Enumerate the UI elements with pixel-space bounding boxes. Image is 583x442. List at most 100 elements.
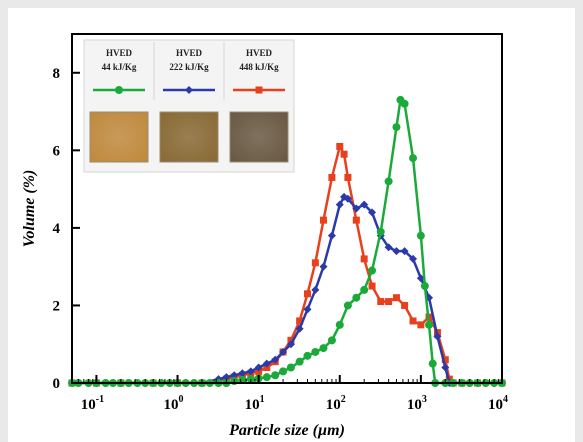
- plot-area-border: [71, 33, 503, 384]
- series-line: [72, 195, 502, 385]
- data-point: [352, 216, 360, 224]
- data-point: [271, 371, 280, 380]
- data-point: [336, 142, 344, 150]
- y-tick-label: 4: [53, 221, 61, 237]
- x-tick-exponent: 0: [179, 394, 184, 405]
- data-point: [417, 321, 425, 329]
- particle-size-chart: HVED 44 kJ/Kg HVED 222 kJ/Kg HVED 448 kJ/Kg 0…: [21, 33, 509, 439]
- legend-label-line1: HVED: [176, 48, 203, 58]
- data-point: [254, 363, 263, 372]
- data-point: [295, 357, 304, 366]
- x-tick-exponent: 3: [422, 394, 427, 405]
- data-point: [255, 86, 263, 94]
- data-point: [377, 298, 385, 306]
- data-point: [185, 86, 193, 94]
- data-point: [409, 317, 417, 325]
- data-point: [327, 336, 336, 345]
- data-point: [360, 285, 369, 294]
- x-tick-base: 10: [81, 397, 96, 413]
- sample-222-image: [159, 111, 219, 163]
- legend-label-line2: 222 kJ/Kg: [169, 62, 209, 72]
- x-tick-exponent: -1: [96, 394, 104, 405]
- data-point: [262, 359, 271, 368]
- data-point: [360, 200, 369, 209]
- x-tick-label: 104: [488, 394, 508, 413]
- data-point: [360, 255, 368, 263]
- data-point: [409, 154, 418, 163]
- data-point: [319, 262, 328, 271]
- y-tick-label: 0: [53, 376, 61, 392]
- data-point: [340, 150, 348, 158]
- data-point: [303, 290, 311, 298]
- x-tick-exponent: 4: [503, 394, 508, 405]
- data-point: [319, 216, 327, 224]
- data-point: [335, 200, 344, 209]
- data-point: [409, 254, 418, 263]
- chart-frame: HVED 44 kJ/Kg HVED 222 kJ/Kg HVED 448 kJ/Kg 0…: [8, 8, 575, 442]
- x-tick-exponent: 1: [260, 394, 265, 405]
- data-point: [416, 231, 425, 240]
- data-point: [246, 367, 255, 376]
- data-point: [271, 355, 280, 364]
- data-point: [401, 301, 409, 309]
- data-point: [384, 177, 393, 186]
- data-point: [384, 243, 393, 252]
- data-point: [425, 320, 434, 329]
- data-point: [433, 332, 442, 341]
- data-point: [303, 351, 312, 360]
- legend-label-line2: 44 kJ/Kg: [102, 62, 137, 72]
- legend-label-line2: 448 kJ/Kg: [239, 62, 279, 72]
- data-point: [420, 282, 429, 291]
- sample-448-image: [229, 111, 289, 163]
- x-tick-base: 10: [407, 397, 422, 413]
- data-point: [311, 259, 319, 267]
- data-point: [352, 293, 361, 302]
- x-tick-base: 10: [164, 397, 179, 413]
- data-point: [335, 320, 344, 329]
- x-tick-label: 103: [407, 394, 427, 413]
- legend-label-line1: HVED: [246, 48, 273, 58]
- data-point: [311, 285, 320, 294]
- x-tick-base: 10: [245, 397, 260, 413]
- x-tick-label: 101: [245, 394, 265, 413]
- y-tick-label: 6: [53, 143, 61, 159]
- data-point: [115, 86, 123, 94]
- data-point: [344, 173, 352, 181]
- data-point: [279, 367, 288, 376]
- data-point: [392, 294, 400, 302]
- data-point: [392, 247, 401, 256]
- y-tick-label: 2: [53, 298, 61, 314]
- x-tick-label: 10-1: [81, 394, 104, 413]
- data-point: [352, 204, 361, 213]
- data-point: [296, 317, 304, 325]
- series-line: [72, 143, 502, 385]
- data-point: [279, 347, 288, 356]
- data-point: [428, 359, 437, 368]
- series-44-kj-kg: [68, 95, 506, 387]
- data-point: [311, 347, 320, 356]
- data-point: [238, 369, 247, 378]
- data-point: [286, 340, 295, 349]
- y-tick-label: 8: [53, 66, 61, 82]
- data-point: [368, 282, 376, 290]
- series-222-kj-kg: [68, 192, 506, 387]
- x-tick-base: 10: [326, 397, 341, 413]
- data-point: [376, 227, 385, 236]
- data-point: [343, 301, 352, 310]
- x-tick-exponent: 2: [341, 394, 346, 405]
- x-tick-label: 100: [164, 394, 184, 413]
- data-point: [327, 231, 336, 240]
- data-point: [343, 194, 352, 203]
- data-point: [400, 247, 409, 256]
- data-point: [319, 344, 328, 353]
- data-point: [441, 363, 450, 372]
- x-tick-base: 10: [488, 397, 503, 413]
- data-point: [441, 356, 449, 364]
- data-point: [368, 266, 377, 275]
- x-tick-label: 102: [326, 394, 346, 413]
- data-point: [400, 99, 409, 108]
- legend: HVED 44 kJ/Kg HVED 222 kJ/Kg HVED 448 kJ/Kg: [83, 39, 295, 173]
- data-point: [222, 373, 231, 382]
- data-point: [295, 324, 304, 333]
